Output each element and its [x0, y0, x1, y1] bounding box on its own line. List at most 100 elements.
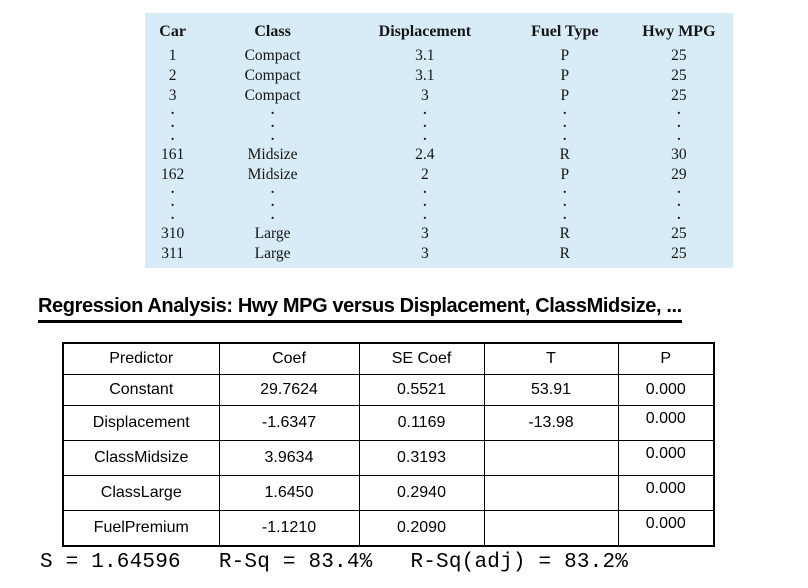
regression-cell: FuelPremium — [62, 510, 220, 547]
car-table-cell: 2 — [420, 166, 429, 183]
car-table-cell: R — [559, 146, 570, 163]
regression-row: ClassMidsize 3.9634 0.3193 0.000 — [62, 440, 715, 476]
car-table-cell: P — [560, 67, 570, 84]
ellipsis-dot: . — [563, 132, 567, 144]
regression-cell: Constant — [62, 374, 220, 406]
regression-cell: Displacement — [62, 405, 220, 441]
car-table-dots-row: ..... — [145, 106, 733, 119]
car-table-cell: 25 — [671, 47, 687, 64]
car-table-dots-row: ..... — [145, 211, 733, 224]
car-table-cell: Compact — [244, 67, 301, 84]
car-table-row: 310 Large 3 R 25 — [145, 224, 733, 244]
car-table-cell: 3 — [420, 225, 429, 242]
regression-cell — [483, 510, 619, 547]
ellipsis-dot: . — [423, 106, 427, 118]
regression-heading-text: Regression Analysis: Hwy MPG versus Disp… — [38, 295, 682, 323]
ellipsis-dot: . — [563, 185, 567, 197]
regression-cell: 0.000 — [617, 374, 715, 406]
ellipsis-dot: . — [677, 132, 681, 144]
car-table-cell: 30 — [671, 146, 687, 163]
regression-cell: -13.98 — [483, 405, 619, 441]
ellipsis-dot: . — [563, 119, 567, 131]
regression-cell: 29.7624 — [218, 374, 360, 406]
car-table-cell: P — [560, 47, 570, 64]
car-table-cell: 162 — [161, 166, 185, 183]
ellipsis-dot: . — [677, 185, 681, 197]
regression-column-header: SE Coef — [358, 342, 485, 375]
ellipsis-dot: . — [423, 198, 427, 210]
regression-column-header: P — [617, 342, 715, 375]
car-table-cell: Large — [254, 225, 291, 242]
ellipsis-dot: . — [423, 132, 427, 144]
car-table-cell: Large — [254, 245, 291, 262]
car-table-cell: 3 — [168, 87, 177, 104]
regression-cell: 3.9634 — [218, 440, 360, 476]
car-column-header: Car — [159, 23, 186, 40]
car-table-row: 311 Large 3 R 25 — [145, 244, 733, 264]
regression-heading: Regression Analysis: Hwy MPG versus Disp… — [38, 295, 682, 323]
car-table-cell: 29 — [671, 166, 687, 183]
regression-header-row: Predictor Coef SE Coef T P — [62, 342, 715, 375]
ellipsis-dot: . — [677, 211, 681, 223]
ellipsis-dot: . — [170, 211, 175, 223]
ellipsis-dot: . — [270, 106, 275, 118]
regression-cell: 0.2090 — [358, 510, 485, 547]
car-table-cell: 3 — [420, 87, 429, 104]
regression-cell: 0.000 — [617, 475, 715, 511]
car-table-dots-row: ..... — [145, 132, 733, 145]
car-table-dots-row: ..... — [145, 119, 733, 132]
car-table-header-row: Car Class Displacement Fuel Type Hwy MPG — [145, 20, 733, 46]
s-value: S = 1.64596 — [40, 551, 181, 574]
ellipsis-dot: . — [170, 198, 175, 210]
car-table-row: 2 Compact 3.1 P 25 — [145, 66, 733, 86]
ellipsis-dot: . — [563, 198, 567, 210]
car-table-cell: 25 — [671, 225, 687, 242]
car-table-cell: 3.1 — [415, 67, 435, 84]
car-column-header: Class — [254, 23, 291, 40]
car-table-cell: 2.4 — [415, 146, 435, 163]
car-table-cell: 25 — [671, 245, 687, 262]
car-table-dots-row: ..... — [145, 198, 733, 211]
regression-cell: 0.5521 — [358, 374, 485, 406]
regression-column-header: T — [483, 342, 619, 375]
regression-cell: 1.6450 — [218, 475, 360, 511]
regression-cell: -1.1210 — [218, 510, 360, 547]
regression-cell: 0.1169 — [358, 405, 485, 441]
car-table-cell: 25 — [671, 67, 687, 84]
car-table-cell: 161 — [161, 146, 185, 163]
regression-row: Displacement -1.6347 0.1169 -13.98 0.000 — [62, 405, 715, 441]
regression-table: Predictor Coef SE Coef T P Constant 29.7624 0.… — [62, 342, 715, 547]
car-table-cell: Compact — [244, 47, 301, 64]
ellipsis-dot: . — [270, 198, 275, 210]
car-column-header: Hwy MPG — [642, 23, 716, 40]
ellipsis-dot: . — [677, 119, 681, 131]
r-sq-adj-value: R-Sq(adj) = 83.2% — [410, 551, 629, 574]
ellipsis-dot: . — [270, 185, 275, 197]
ellipsis-dot: . — [677, 106, 681, 118]
car-table-cell: Midsize — [247, 146, 298, 163]
car-table-cell: 3 — [420, 245, 429, 262]
regression-cell: 0.000 — [617, 405, 715, 441]
ellipsis-dot: . — [170, 132, 175, 144]
car-table-cell: 25 — [671, 87, 687, 104]
car-column-header: Displacement — [378, 23, 472, 40]
ellipsis-dot: . — [270, 132, 275, 144]
r-sq-value: R-Sq = 83.4% — [218, 551, 373, 574]
ellipsis-dot: . — [423, 119, 427, 131]
car-table-row: 1 Compact 3.1 P 25 — [145, 46, 733, 66]
regression-column-header: Predictor — [62, 342, 220, 375]
regression-cell: ClassMidsize — [62, 440, 220, 476]
regression-cell: 0.3193 — [358, 440, 485, 476]
ellipsis-dot: . — [170, 106, 175, 118]
car-table-cell: P — [560, 166, 570, 183]
ellipsis-dot: . — [563, 106, 567, 118]
ellipsis-dot: . — [677, 198, 681, 210]
regression-cell: 53.91 — [483, 374, 619, 406]
ellipsis-dot: . — [270, 119, 275, 131]
car-table-cell: Compact — [244, 87, 301, 104]
ellipsis-dot: . — [563, 211, 567, 223]
ellipsis-dot: . — [170, 119, 175, 131]
ellipsis-dot: . — [423, 211, 427, 223]
car-data-table: Car Class Displacement Fuel Type Hwy MPG 1 Com… — [145, 13, 733, 268]
car-table-row: 162 Midsize 2 P 29 — [145, 165, 733, 185]
